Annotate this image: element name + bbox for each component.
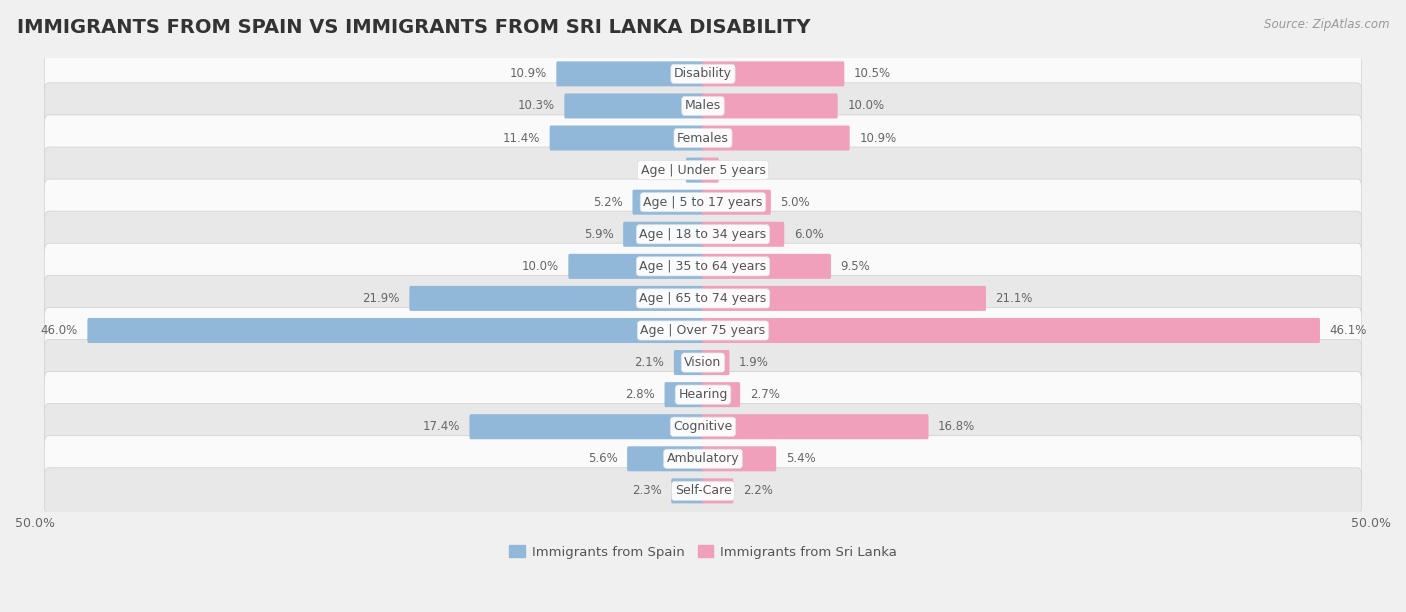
FancyBboxPatch shape bbox=[45, 340, 1361, 386]
Text: 1.9%: 1.9% bbox=[740, 356, 769, 369]
Text: Age | 18 to 34 years: Age | 18 to 34 years bbox=[640, 228, 766, 241]
Text: 5.0%: 5.0% bbox=[780, 196, 810, 209]
FancyBboxPatch shape bbox=[568, 254, 704, 279]
FancyBboxPatch shape bbox=[702, 222, 785, 247]
FancyBboxPatch shape bbox=[633, 190, 704, 215]
FancyBboxPatch shape bbox=[45, 211, 1361, 258]
Text: 10.5%: 10.5% bbox=[853, 67, 891, 80]
FancyBboxPatch shape bbox=[45, 243, 1361, 289]
FancyBboxPatch shape bbox=[673, 350, 704, 375]
FancyBboxPatch shape bbox=[627, 446, 704, 471]
Text: 10.0%: 10.0% bbox=[522, 260, 558, 273]
FancyBboxPatch shape bbox=[702, 414, 928, 439]
Text: 2.8%: 2.8% bbox=[626, 388, 655, 401]
FancyBboxPatch shape bbox=[45, 179, 1361, 225]
FancyBboxPatch shape bbox=[409, 286, 704, 311]
Text: 6.0%: 6.0% bbox=[794, 228, 824, 241]
FancyBboxPatch shape bbox=[45, 147, 1361, 193]
Text: IMMIGRANTS FROM SPAIN VS IMMIGRANTS FROM SRI LANKA DISABILITY: IMMIGRANTS FROM SPAIN VS IMMIGRANTS FROM… bbox=[17, 18, 810, 37]
FancyBboxPatch shape bbox=[671, 479, 704, 504]
Legend: Immigrants from Spain, Immigrants from Sri Lanka: Immigrants from Spain, Immigrants from S… bbox=[503, 540, 903, 564]
Text: Age | 65 to 74 years: Age | 65 to 74 years bbox=[640, 292, 766, 305]
Text: 17.4%: 17.4% bbox=[422, 420, 460, 433]
FancyBboxPatch shape bbox=[470, 414, 704, 439]
FancyBboxPatch shape bbox=[623, 222, 704, 247]
FancyBboxPatch shape bbox=[702, 61, 845, 86]
Text: 10.9%: 10.9% bbox=[859, 132, 897, 144]
Text: Age | 5 to 17 years: Age | 5 to 17 years bbox=[644, 196, 762, 209]
FancyBboxPatch shape bbox=[564, 94, 704, 119]
Text: Disability: Disability bbox=[673, 67, 733, 80]
FancyBboxPatch shape bbox=[702, 125, 849, 151]
Text: Cognitive: Cognitive bbox=[673, 420, 733, 433]
Text: 5.4%: 5.4% bbox=[786, 452, 815, 465]
FancyBboxPatch shape bbox=[45, 83, 1361, 129]
Text: 21.1%: 21.1% bbox=[995, 292, 1033, 305]
FancyBboxPatch shape bbox=[45, 468, 1361, 514]
Text: Males: Males bbox=[685, 100, 721, 113]
Text: 10.0%: 10.0% bbox=[848, 100, 884, 113]
FancyBboxPatch shape bbox=[702, 94, 838, 119]
Text: Age | Under 5 years: Age | Under 5 years bbox=[641, 163, 765, 177]
Text: 16.8%: 16.8% bbox=[938, 420, 976, 433]
FancyBboxPatch shape bbox=[45, 371, 1361, 418]
Text: Hearing: Hearing bbox=[678, 388, 728, 401]
Text: 46.1%: 46.1% bbox=[1330, 324, 1367, 337]
Text: 11.4%: 11.4% bbox=[502, 132, 540, 144]
FancyBboxPatch shape bbox=[702, 479, 734, 504]
Text: Ambulatory: Ambulatory bbox=[666, 452, 740, 465]
FancyBboxPatch shape bbox=[557, 61, 704, 86]
Text: 2.2%: 2.2% bbox=[744, 484, 773, 498]
Text: 5.2%: 5.2% bbox=[593, 196, 623, 209]
FancyBboxPatch shape bbox=[87, 318, 704, 343]
FancyBboxPatch shape bbox=[702, 382, 740, 407]
FancyBboxPatch shape bbox=[45, 51, 1361, 97]
Text: 1.2%: 1.2% bbox=[647, 163, 676, 177]
Text: 2.1%: 2.1% bbox=[634, 356, 664, 369]
Text: 10.3%: 10.3% bbox=[517, 100, 555, 113]
Text: 46.0%: 46.0% bbox=[41, 324, 77, 337]
FancyBboxPatch shape bbox=[702, 446, 776, 471]
FancyBboxPatch shape bbox=[45, 307, 1361, 354]
Text: 5.9%: 5.9% bbox=[583, 228, 613, 241]
FancyBboxPatch shape bbox=[665, 382, 704, 407]
FancyBboxPatch shape bbox=[702, 254, 831, 279]
FancyBboxPatch shape bbox=[702, 350, 730, 375]
Text: 10.9%: 10.9% bbox=[509, 67, 547, 80]
Text: Vision: Vision bbox=[685, 356, 721, 369]
Text: Age | Over 75 years: Age | Over 75 years bbox=[641, 324, 765, 337]
FancyBboxPatch shape bbox=[45, 275, 1361, 321]
FancyBboxPatch shape bbox=[45, 404, 1361, 450]
FancyBboxPatch shape bbox=[702, 318, 1320, 343]
FancyBboxPatch shape bbox=[686, 158, 704, 182]
Text: 21.9%: 21.9% bbox=[363, 292, 399, 305]
FancyBboxPatch shape bbox=[45, 436, 1361, 482]
Text: Self-Care: Self-Care bbox=[675, 484, 731, 498]
FancyBboxPatch shape bbox=[702, 158, 718, 182]
Text: Females: Females bbox=[678, 132, 728, 144]
Text: 2.7%: 2.7% bbox=[749, 388, 780, 401]
Text: 5.6%: 5.6% bbox=[588, 452, 617, 465]
Text: 1.1%: 1.1% bbox=[728, 163, 758, 177]
Text: 2.3%: 2.3% bbox=[631, 484, 662, 498]
Text: Age | 35 to 64 years: Age | 35 to 64 years bbox=[640, 260, 766, 273]
FancyBboxPatch shape bbox=[550, 125, 704, 151]
Text: Source: ZipAtlas.com: Source: ZipAtlas.com bbox=[1264, 18, 1389, 31]
FancyBboxPatch shape bbox=[702, 286, 986, 311]
FancyBboxPatch shape bbox=[702, 190, 770, 215]
Text: 9.5%: 9.5% bbox=[841, 260, 870, 273]
FancyBboxPatch shape bbox=[45, 115, 1361, 161]
